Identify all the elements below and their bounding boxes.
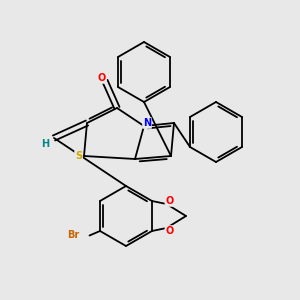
Text: N: N bbox=[143, 118, 151, 128]
Text: H: H bbox=[41, 139, 49, 149]
Text: O: O bbox=[98, 73, 106, 83]
Text: O: O bbox=[165, 196, 174, 206]
Text: O: O bbox=[165, 226, 174, 236]
Text: Br: Br bbox=[68, 230, 80, 241]
Text: S: S bbox=[75, 151, 82, 161]
